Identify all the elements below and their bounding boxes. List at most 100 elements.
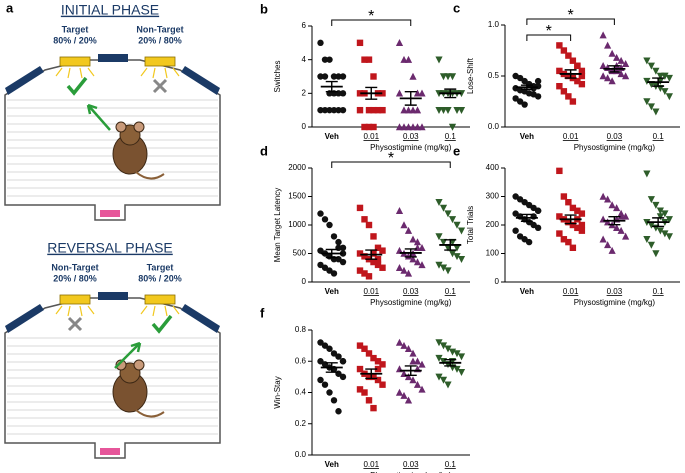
point: [370, 354, 377, 362]
point: [617, 226, 625, 234]
point: [361, 253, 368, 260]
point: [335, 238, 342, 246]
x-tick-label: Veh: [325, 287, 339, 296]
point: [656, 207, 664, 215]
point: [356, 365, 364, 373]
y-tick-label: 2: [302, 88, 307, 97]
x-tick-label: 0.1: [653, 287, 665, 296]
sem-bar: [444, 239, 457, 251]
point: [326, 389, 333, 396]
phase-title: INITIAL PHASE: [61, 2, 159, 18]
y-tick-label: 0.2: [295, 419, 307, 428]
y-axis-label: Switches: [273, 60, 282, 92]
point: [604, 74, 612, 82]
point: [409, 349, 417, 357]
point: [453, 244, 461, 252]
point: [578, 227, 586, 234]
point: [418, 123, 426, 131]
point: [395, 206, 404, 214]
point: [599, 235, 607, 243]
sem-bar: [444, 358, 457, 367]
y-tick-label: 0.5: [488, 71, 500, 80]
point: [395, 89, 404, 97]
port-label: Target: [62, 24, 89, 34]
point: [404, 252, 413, 260]
point: [569, 244, 577, 251]
point: [370, 123, 377, 131]
point: [578, 221, 586, 229]
point: [413, 89, 422, 97]
point: [339, 106, 347, 114]
point: [404, 226, 413, 234]
point: [435, 233, 443, 241]
point: [339, 250, 347, 257]
point: [439, 106, 448, 114]
point: [534, 224, 542, 232]
point: [439, 238, 448, 246]
y-axis-label: Lose-Shift: [466, 57, 475, 94]
y-axis-label: Total Trials: [466, 206, 475, 244]
sem-bar: [325, 80, 338, 93]
point: [647, 103, 655, 111]
point: [444, 73, 452, 81]
point: [665, 93, 673, 101]
point: [604, 241, 612, 249]
point: [317, 210, 324, 217]
sem-bar: [444, 88, 457, 99]
point: [643, 218, 651, 226]
point: [565, 72, 572, 80]
point: [617, 56, 625, 64]
point: [335, 353, 342, 360]
cross: [67, 316, 83, 332]
point: [326, 56, 333, 63]
x-tick-label: 0.1: [445, 460, 457, 469]
y-tick-label: 1500: [288, 192, 306, 201]
point: [356, 204, 364, 212]
x-tick-label: 0.1: [653, 132, 665, 141]
point: [622, 212, 630, 220]
point: [379, 247, 386, 254]
sem-bar: [365, 368, 378, 380]
x-tick-label: Veh: [520, 287, 534, 296]
point: [661, 88, 669, 96]
point: [661, 72, 669, 80]
point: [617, 212, 625, 220]
point: [656, 213, 664, 221]
point: [374, 244, 382, 251]
point: [569, 221, 577, 229]
point: [647, 221, 655, 229]
point: [556, 167, 563, 175]
point: [356, 342, 364, 349]
phase-title: REVERSAL PHASE: [47, 240, 173, 256]
significance-bracket: [331, 161, 451, 168]
y-tick-label: 2000: [288, 163, 306, 172]
point: [374, 256, 382, 263]
point: [617, 70, 625, 78]
point: [574, 62, 581, 69]
point: [560, 47, 568, 54]
point: [326, 221, 333, 229]
point: [578, 67, 586, 75]
point: [608, 246, 616, 254]
point: [418, 89, 426, 97]
point: [565, 52, 572, 59]
point: [321, 342, 329, 349]
panel-letter: e: [453, 143, 460, 158]
point: [457, 106, 466, 114]
point: [534, 207, 542, 214]
panel-letter: f: [260, 305, 265, 320]
point: [569, 204, 577, 212]
point: [400, 55, 408, 63]
point: [413, 123, 422, 131]
sem-bar: [365, 249, 378, 260]
sem-bar: [404, 90, 417, 106]
point: [457, 368, 466, 376]
point: [418, 385, 426, 393]
point: [599, 192, 607, 200]
point: [321, 73, 329, 80]
point: [608, 201, 616, 209]
point: [339, 73, 347, 80]
point: [435, 339, 443, 347]
point: [370, 73, 377, 80]
y-tick-label: 0: [495, 277, 500, 286]
